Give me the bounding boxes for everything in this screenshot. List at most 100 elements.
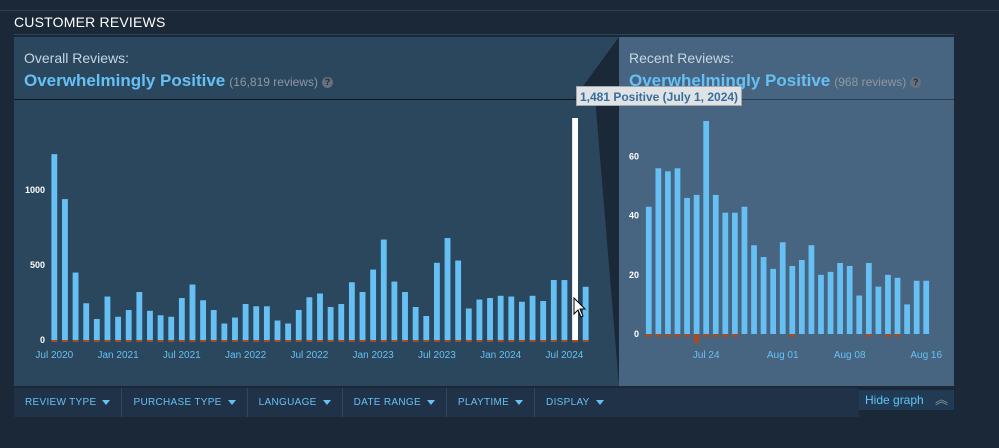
negative-bar[interactable] — [359, 340, 366, 342]
positive-bar[interactable] — [253, 306, 260, 340]
negative-bar[interactable] — [115, 340, 122, 342]
positive-bar[interactable] — [200, 300, 207, 340]
negative-bar[interactable] — [518, 340, 525, 342]
negative-bar[interactable] — [295, 340, 302, 342]
positive-bar[interactable] — [327, 307, 334, 340]
positive-bar[interactable] — [455, 260, 462, 340]
positive-bar[interactable] — [242, 304, 249, 340]
positive-bar[interactable] — [827, 271, 834, 334]
positive-bar[interactable] — [904, 304, 910, 334]
negative-bar[interactable] — [274, 340, 281, 342]
negative-bar[interactable] — [865, 334, 872, 337]
positive-bar[interactable] — [317, 293, 323, 340]
negative-bar[interactable] — [242, 340, 249, 342]
positive-bar[interactable] — [779, 242, 786, 334]
negative-bar[interactable] — [72, 340, 79, 342]
negative-bar[interactable] — [104, 340, 111, 342]
positive-bar[interactable] — [550, 280, 557, 340]
positive-bar[interactable] — [423, 316, 430, 340]
positive-bar[interactable] — [722, 212, 729, 334]
positive-bar[interactable] — [655, 168, 662, 334]
positive-bar[interactable] — [540, 301, 547, 340]
negative-bar[interactable] — [253, 340, 260, 342]
negative-bar[interactable] — [540, 340, 547, 342]
positive-bar[interactable] — [51, 154, 58, 340]
filter-display[interactable]: DISPLAY — [535, 388, 615, 417]
positive-bar[interactable] — [136, 292, 143, 340]
negative-bar[interactable] — [561, 340, 568, 342]
positive-bar[interactable] — [147, 310, 153, 340]
positive-bar[interactable] — [476, 299, 483, 340]
negative-bar[interactable] — [703, 334, 710, 337]
negative-bar[interactable] — [497, 340, 504, 342]
negative-bar[interactable] — [157, 340, 164, 342]
positive-bar[interactable] — [894, 277, 901, 334]
negative-bar[interactable] — [168, 340, 175, 342]
positive-bar[interactable] — [732, 212, 738, 334]
positive-bar[interactable] — [798, 260, 805, 334]
negative-bar[interactable] — [380, 340, 387, 342]
positive-bar[interactable] — [693, 194, 700, 334]
positive-bar[interactable] — [370, 269, 377, 340]
negative-bar[interactable] — [712, 334, 719, 337]
negative-bar[interactable] — [412, 340, 419, 342]
negative-bar[interactable] — [582, 340, 589, 342]
negative-bar[interactable] — [444, 340, 451, 342]
negative-bar[interactable] — [189, 340, 196, 342]
positive-bar[interactable] — [93, 319, 100, 340]
positive-bar[interactable] — [306, 297, 313, 340]
highlighted-positive-bar[interactable] — [572, 118, 578, 340]
recent-histogram[interactable]: 0 20 40 60 Jul 24 Aug 01 Aug 08 Aug 16 — [629, 120, 943, 361]
overall-reviews-summary[interactable]: Overwhelmingly Positive (16,819 reviews)? — [24, 71, 333, 91]
positive-bar[interactable] — [684, 197, 690, 334]
positive-bar[interactable] — [72, 272, 79, 340]
positive-bar[interactable] — [178, 298, 185, 340]
positive-bar[interactable] — [712, 194, 719, 334]
negative-bar[interactable] — [433, 340, 440, 342]
filter-date-range[interactable]: DATE RANGE — [343, 388, 447, 417]
negative-bar[interactable] — [306, 340, 313, 342]
negative-bar[interactable] — [263, 340, 270, 342]
filter-purchase-type[interactable]: PURCHASE TYPE — [122, 388, 248, 417]
recent-verdict[interactable]: Overwhelmingly Positive — [629, 71, 831, 90]
positive-bar[interactable] — [875, 286, 882, 334]
negative-bar[interactable] — [732, 334, 738, 337]
positive-bar[interactable] — [885, 274, 891, 334]
positive-bar[interactable] — [168, 316, 175, 340]
positive-bar[interactable] — [674, 168, 681, 334]
negative-bar[interactable] — [221, 340, 228, 342]
positive-bar[interactable] — [789, 265, 796, 334]
negative-bar[interactable] — [693, 334, 700, 343]
positive-bar[interactable] — [412, 307, 419, 340]
overall-help-icon[interactable]: ? — [321, 77, 333, 88]
recent-reviews-summary[interactable]: Overwhelmingly Positive (968 reviews)? — [629, 71, 922, 91]
negative-bar[interactable] — [572, 340, 578, 343]
negative-bar[interactable] — [370, 340, 377, 342]
positive-bar[interactable] — [741, 206, 748, 334]
positive-bar[interactable] — [465, 308, 472, 340]
positive-bar[interactable] — [104, 296, 111, 340]
negative-bar[interactable] — [232, 340, 238, 342]
positive-bar[interactable] — [582, 286, 589, 340]
negative-bar[interactable] — [455, 340, 462, 342]
negative-bar[interactable] — [529, 340, 536, 342]
negative-bar[interactable] — [885, 334, 891, 337]
negative-bar[interactable] — [200, 340, 207, 342]
negative-bar[interactable] — [338, 340, 345, 342]
positive-bar[interactable] — [83, 303, 90, 340]
negative-bar[interactable] — [423, 340, 430, 342]
positive-bar[interactable] — [703, 120, 710, 335]
positive-bar[interactable] — [348, 282, 355, 340]
negative-bar[interactable] — [665, 334, 671, 337]
positive-bar[interactable] — [433, 262, 440, 340]
negative-bar[interactable] — [51, 340, 58, 342]
overall-histogram[interactable]: 0 500 1000 Jul 2020 Jan 2021 Jul 2021 Jan 2022… — [25, 118, 589, 361]
positive-bar[interactable] — [665, 171, 671, 334]
negative-bar[interactable] — [476, 340, 483, 342]
positive-bar[interactable] — [529, 295, 536, 340]
negative-bar[interactable] — [147, 340, 153, 342]
positive-bar[interactable] — [760, 257, 767, 334]
positive-bar[interactable] — [561, 280, 568, 340]
positive-bar[interactable] — [285, 323, 292, 340]
negative-bar[interactable] — [83, 340, 90, 342]
